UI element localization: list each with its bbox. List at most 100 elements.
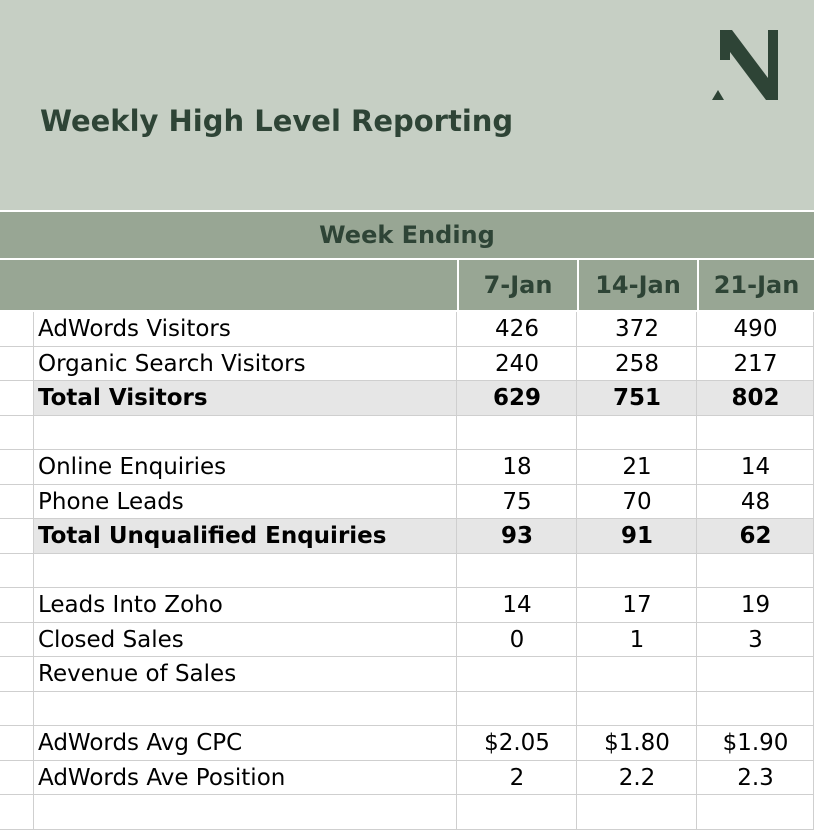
row-gutter — [0, 553, 34, 588]
row-value-cell — [697, 795, 814, 830]
row-value: 70 — [622, 488, 652, 515]
row-label-cell — [34, 795, 457, 830]
row-value: 14 — [740, 454, 771, 481]
row-value: $1.90 — [722, 730, 789, 757]
row-value-cell — [577, 657, 697, 692]
row-label: Leads Into Zoho — [38, 592, 223, 619]
row-gutter — [0, 795, 34, 830]
row-value: 62 — [739, 523, 772, 550]
row-value-cell — [697, 691, 814, 726]
row-value: 751 — [612, 385, 661, 412]
row-value: 19 — [740, 592, 771, 619]
row-label-cell — [34, 726, 457, 761]
row-value-cell — [697, 346, 814, 381]
row-value: 91 — [620, 523, 653, 550]
row-value: 802 — [731, 385, 780, 412]
row-gutter — [0, 415, 34, 450]
row-value: 18 — [502, 454, 532, 481]
row-value-cell — [697, 312, 814, 347]
row-value: 629 — [492, 385, 541, 412]
row-gutter — [0, 657, 34, 692]
row-value-cell — [577, 553, 697, 588]
row-value-cell — [457, 381, 577, 416]
row-label: Online Enquiries — [38, 454, 227, 481]
row-value-cell — [697, 381, 814, 416]
row-value: 258 — [615, 350, 659, 377]
row-value: 2.2 — [618, 764, 656, 791]
row-value-cell — [697, 484, 814, 519]
row-value-cell — [577, 415, 697, 450]
row-value-cell — [577, 312, 697, 347]
row-value-cell — [577, 381, 697, 416]
row-value-cell — [577, 795, 697, 830]
row-value: 3 — [748, 626, 763, 653]
row-value: $2.05 — [484, 730, 550, 757]
title: Weekly High Level Reporting — [40, 104, 514, 138]
row-value-cell — [577, 519, 697, 554]
row-value: 490 — [733, 316, 778, 343]
row-label-cell — [34, 346, 457, 381]
row-value-cell — [697, 553, 814, 588]
row-label-cell — [34, 484, 457, 519]
row-gutter — [0, 760, 34, 795]
row-gutter — [0, 484, 34, 519]
row-label-cell — [34, 622, 457, 657]
row-gutter — [0, 346, 34, 381]
row-value-cell — [697, 760, 814, 795]
row-value-cell — [457, 726, 577, 761]
row-value-cell — [697, 415, 814, 450]
row-value: 2.3 — [737, 764, 774, 791]
row-gutter — [0, 588, 34, 623]
header — [0, 0, 814, 210]
row-label-cell — [34, 519, 457, 554]
row-label-cell — [34, 588, 457, 623]
row-gutter — [0, 691, 34, 726]
row-value-cell — [577, 622, 697, 657]
row-value-cell — [457, 312, 577, 347]
row-gutter — [0, 312, 34, 347]
row-value-cell — [457, 450, 577, 485]
row-value-cell — [457, 691, 577, 726]
row-value-cell — [457, 346, 577, 381]
row-value-cell — [577, 726, 697, 761]
row-label: Total Visitors — [38, 385, 208, 412]
row-value-cell — [697, 588, 814, 623]
row-value: 75 — [502, 488, 532, 515]
row-label: Phone Leads — [38, 488, 184, 515]
row-value-cell — [457, 588, 577, 623]
row-label-cell — [34, 760, 457, 795]
column-header: 21-Jan — [697, 260, 814, 310]
row-value-cell — [457, 484, 577, 519]
row-value: 17 — [622, 592, 652, 619]
row-value: 426 — [495, 316, 539, 343]
row-value-cell — [577, 346, 697, 381]
column-header-band — [0, 260, 814, 312]
row-value: 217 — [733, 350, 778, 377]
row-label-cell — [34, 691, 457, 726]
row-label: AdWords Visitors — [38, 316, 231, 343]
column-header: 14-Jan — [577, 260, 697, 310]
row-label: Total Unqualified Enquiries — [38, 523, 387, 550]
row-label: AdWords Avg CPC — [38, 730, 243, 757]
row-value: 14 — [502, 592, 532, 619]
row-value-cell — [457, 622, 577, 657]
row-value: 2 — [509, 764, 525, 791]
row-value: 1 — [629, 626, 645, 653]
row-value-cell — [457, 795, 577, 830]
row-label: Closed Sales — [38, 626, 184, 653]
row-value: $1.80 — [604, 730, 670, 757]
row-value-cell — [457, 760, 577, 795]
row-label-cell — [34, 450, 457, 485]
group-header: Week Ending — [0, 210, 814, 260]
row-value-cell — [577, 450, 697, 485]
row-value: 372 — [615, 316, 659, 343]
row-value-cell — [697, 519, 814, 554]
row-label-cell — [34, 415, 457, 450]
row-value-cell — [457, 553, 577, 588]
row-value-cell — [697, 657, 814, 692]
row-label-cell — [34, 657, 457, 692]
row-value-cell — [577, 588, 697, 623]
row-gutter — [0, 622, 34, 657]
row-value-cell — [577, 484, 697, 519]
